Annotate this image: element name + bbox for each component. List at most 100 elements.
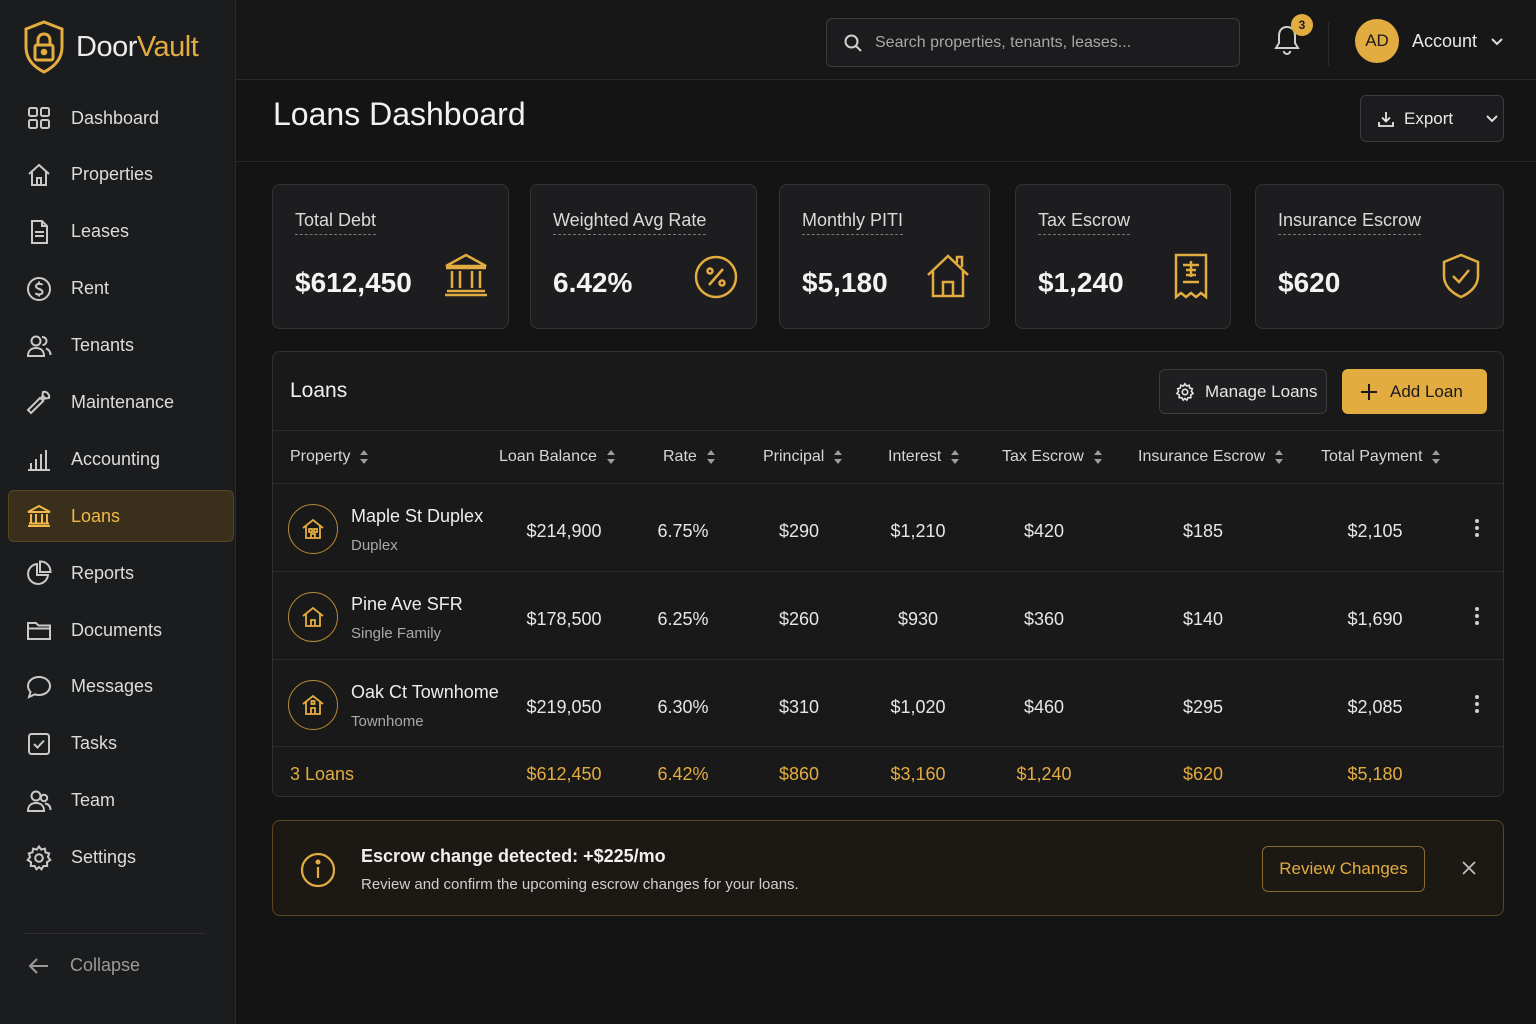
avatar[interactable]: AD [1355,19,1399,63]
search-input[interactable] [875,33,1235,52]
sidebar-item-label: Settings [71,847,137,868]
checkbox-icon [28,732,50,755]
percent-circle-icon [694,255,738,299]
sidebar-item-properties[interactable]: Properties [8,149,234,201]
house-icon [302,606,324,627]
sort-icon [834,450,843,464]
account-label: Account [1412,31,1478,51]
export-button[interactable]: Export [1360,95,1504,142]
sidebar-item-reports[interactable]: Reports [8,547,234,599]
table-row[interactable]: Oak Ct Townhome Townhome $219,050 6.30% … [273,660,1503,748]
bank-icon [27,505,51,528]
sort-icon [606,450,615,464]
brand-name-part1: Door [76,30,137,63]
table-divider [273,659,1503,660]
chat-bubble-icon [26,675,52,699]
alert-title: Escrow change detected: +$225/mo [361,846,666,866]
sidebar-item-settings[interactable]: Settings [8,832,234,884]
add-loan-button[interactable]: Add Loan [1342,369,1487,414]
sort-icon [951,450,960,464]
totals-balance: $612,450 [526,764,602,784]
principal-cell: $260 [778,609,820,629]
column-header-tax-escrow[interactable]: Tax Escrow [1002,448,1103,466]
principal-cell: $310 [778,697,820,717]
sidebar-item-leases[interactable]: Leases [8,206,234,258]
duplex-icon [302,518,324,539]
sidebar-divider [24,933,206,934]
column-header-total-payment[interactable]: Total Payment [1321,448,1441,466]
more-options-icon[interactable] [1473,606,1481,626]
download-icon [1378,111,1394,127]
review-changes-button[interactable]: Review Changes [1262,846,1425,892]
tax-escrow-cell: $360 [1023,609,1065,629]
stat-value: $1,240 [1038,267,1124,298]
shield-check-icon [1442,253,1480,299]
topbar-divider [1328,22,1329,66]
account-menu[interactable]: Account [1412,31,1503,52]
sidebar-item-label: Team [71,790,116,811]
more-options-icon[interactable] [1473,694,1481,714]
sidebar-item-label: Maintenance [71,391,175,412]
tax-escrow-cell: $460 [1023,697,1065,717]
column-header-loan-balance[interactable]: Loan Balance [499,448,616,466]
search-box[interactable] [826,18,1240,67]
table-row[interactable]: Pine Ave SFR Single Family $178,500 6.25… [273,572,1503,660]
column-header-principal[interactable]: Principal [763,448,843,466]
brand-logo[interactable]: DoorVault [22,18,199,76]
property-type: Duplex [351,537,398,554]
sidebar-item-accounting[interactable]: Accounting [8,433,234,485]
collapse-button[interactable]: Collapse [28,955,140,976]
rate-cell: 6.75% [657,521,709,541]
stat-card-monthly-piti[interactable]: Monthly PITI $5,180 [779,184,990,329]
property-name: Pine Ave SFR [351,594,463,614]
totals-interest: $3,160 [890,764,946,784]
sidebar-item-label: Accounting [71,448,161,469]
totals-total-payment: $5,180 [1347,764,1403,784]
collapse-label: Collapse [70,955,141,975]
stat-label: Weighted Avg Rate [553,210,707,235]
column-header-insurance-escrow[interactable]: Insurance Escrow [1138,448,1284,466]
close-icon[interactable] [1461,860,1477,876]
column-header-label: Tax Escrow [1002,448,1084,465]
stat-card-total-debt[interactable]: Total Debt $612,450 [272,184,509,329]
team-icon [26,790,52,812]
sidebar-item-tenants[interactable]: Tenants [8,320,234,372]
column-header-interest[interactable]: Interest [888,448,960,466]
totals-principal: $860 [778,764,820,784]
stat-card-insurance-escrow[interactable]: Insurance Escrow $620 [1255,184,1504,329]
brand-name: DoorVault [76,30,199,64]
sidebar-item-rent[interactable]: Rent [8,263,234,315]
stat-label: Tax Escrow [1038,210,1131,235]
column-header-rate[interactable]: Rate [663,448,716,466]
more-options-icon[interactable] [1473,518,1481,538]
top-bar: 3 AD Account [236,0,1536,80]
stat-value: 6.42% [553,267,633,298]
total-payment-cell: $2,085 [1347,697,1403,717]
sidebar-item-loans[interactable]: Loans [8,490,234,543]
sidebar-item-tasks[interactable]: Tasks [8,718,234,770]
stat-value: $612,450 [295,267,412,298]
rate-cell: 6.25% [657,609,709,629]
column-header-property[interactable]: Property [290,448,369,466]
property-icon [288,680,338,730]
users-icon [26,335,52,357]
stat-card-weighted-avg-rate[interactable]: Weighted Avg Rate 6.42% [530,184,757,329]
chevron-down-icon [1491,37,1503,45]
sidebar-item-maintenance[interactable]: Maintenance [8,376,234,428]
townhome-icon [302,694,324,715]
sidebar-item-documents[interactable]: Documents [8,604,234,656]
sidebar-item-label: Reports [71,562,135,583]
interest-cell: $1,210 [890,521,946,541]
manage-loans-button[interactable]: Manage Loans [1159,369,1327,414]
totals-insurance-escrow: $620 [1182,764,1224,784]
property-type: Single Family [351,625,442,642]
notification-badge: 3 [1291,14,1313,36]
bar-chart-icon [28,450,50,472]
sort-icon [1432,450,1441,464]
stat-card-tax-escrow[interactable]: Tax Escrow $1,240 [1015,184,1231,329]
sidebar-item-team[interactable]: Team [8,775,234,827]
search-icon [844,34,862,52]
sidebar-item-dashboard[interactable]: Dashboard [8,92,234,144]
sidebar-item-messages[interactable]: Messages [8,661,234,713]
table-row[interactable]: Maple St Duplex Duplex $214,900 6.75% $2… [273,484,1503,572]
